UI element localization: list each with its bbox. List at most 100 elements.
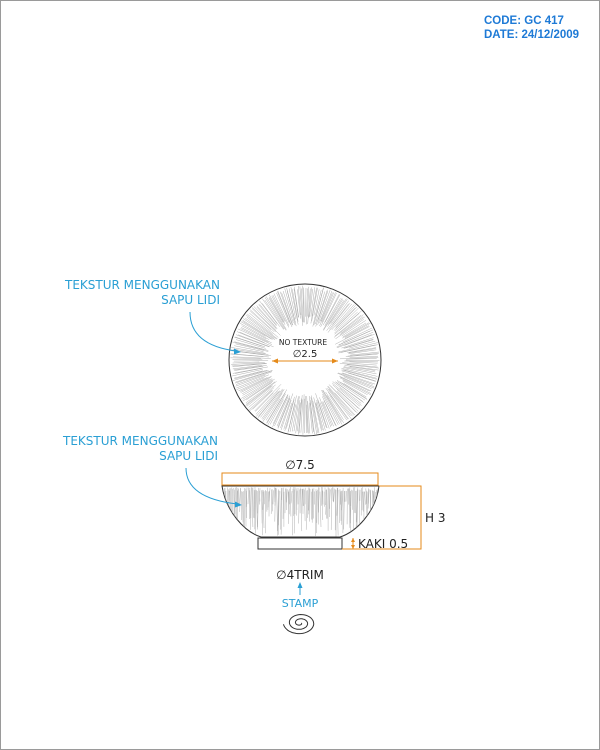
texture-stroke bbox=[256, 490, 258, 530]
texture-stroke bbox=[233, 365, 267, 371]
texture-stroke bbox=[294, 286, 299, 318]
texture-stroke bbox=[274, 487, 276, 506]
texture-stroke bbox=[317, 290, 329, 321]
texture-stroke bbox=[348, 372, 376, 382]
texture-stroke bbox=[305, 395, 307, 434]
texture-stroke bbox=[319, 292, 334, 327]
texture-stroke bbox=[277, 290, 293, 328]
texture-stroke bbox=[234, 341, 269, 351]
texture-stroke bbox=[309, 289, 313, 317]
texture-stroke bbox=[235, 370, 273, 384]
texture-stroke bbox=[315, 291, 325, 325]
texture-stroke bbox=[268, 297, 284, 323]
texture-stroke bbox=[329, 395, 347, 421]
texture-stroke bbox=[333, 306, 358, 331]
texture-stroke bbox=[328, 384, 357, 413]
texture-stroke bbox=[297, 402, 301, 432]
texture-stroke bbox=[347, 353, 379, 357]
texture-stroke bbox=[274, 487, 276, 503]
texture-stroke bbox=[343, 369, 377, 379]
texture-stroke bbox=[323, 298, 343, 330]
texture-stroke bbox=[242, 491, 244, 523]
texture-stroke bbox=[333, 488, 335, 502]
texture-stroke bbox=[316, 489, 318, 523]
texture-stroke bbox=[249, 313, 279, 338]
texture-stroke bbox=[298, 395, 303, 434]
texture-stroke bbox=[344, 334, 375, 346]
texture-stroke bbox=[317, 289, 331, 325]
texture-stroke bbox=[256, 305, 278, 329]
texture-stroke bbox=[259, 303, 278, 326]
texture-stroke bbox=[329, 489, 331, 509]
texture-stroke bbox=[322, 487, 323, 521]
texture-stroke bbox=[315, 289, 328, 327]
texture-stroke bbox=[342, 379, 371, 395]
texture-stroke bbox=[343, 366, 376, 373]
texture-stroke bbox=[356, 487, 358, 532]
texture-stroke bbox=[295, 400, 301, 434]
texture-stroke bbox=[281, 292, 294, 326]
texture-stroke bbox=[309, 399, 315, 435]
texture-stroke bbox=[256, 391, 279, 417]
top-view-texture bbox=[230, 285, 380, 435]
texture-stroke bbox=[341, 370, 376, 382]
texture-stroke bbox=[337, 381, 366, 401]
texture-stroke bbox=[284, 396, 295, 431]
texture-stroke bbox=[297, 289, 301, 319]
texture-stroke bbox=[231, 363, 266, 367]
texture-stroke bbox=[340, 316, 364, 334]
texture-stroke bbox=[315, 393, 327, 428]
texture-stroke bbox=[257, 487, 259, 528]
texture-stroke bbox=[308, 487, 310, 515]
texture-stroke bbox=[248, 387, 275, 410]
texture-stroke bbox=[346, 364, 379, 369]
texture-stroke bbox=[335, 319, 364, 339]
texture-stroke bbox=[332, 487, 334, 503]
texture-stroke bbox=[245, 314, 278, 339]
texture-stroke bbox=[334, 392, 356, 416]
texture-stroke bbox=[245, 385, 272, 406]
texture-stroke bbox=[265, 296, 287, 330]
texture-stroke bbox=[319, 402, 330, 429]
texture-stroke bbox=[267, 394, 286, 425]
texture-stroke bbox=[235, 334, 270, 348]
texture-stroke bbox=[336, 380, 368, 400]
texture-stroke bbox=[254, 384, 282, 412]
texture-stroke bbox=[282, 290, 294, 324]
texture-stroke bbox=[234, 368, 263, 374]
texture-stroke bbox=[268, 487, 271, 502]
texture-stroke bbox=[349, 487, 351, 535]
texture-stroke bbox=[332, 381, 362, 404]
texture-stroke bbox=[280, 487, 282, 530]
texture-stroke bbox=[233, 370, 263, 379]
texture-stroke bbox=[348, 488, 351, 528]
texture-stroke bbox=[276, 292, 290, 323]
texture-stroke bbox=[277, 489, 279, 532]
texture-stroke bbox=[274, 396, 289, 427]
code-label: CODE: GC 417 bbox=[484, 15, 564, 27]
texture-stroke bbox=[326, 395, 344, 424]
texture-stroke bbox=[234, 345, 264, 352]
texture-stroke bbox=[251, 308, 277, 332]
foot-ring bbox=[257, 537, 343, 550]
texture-stroke bbox=[341, 368, 378, 377]
texture-stroke bbox=[327, 303, 353, 333]
texture-stroke bbox=[249, 487, 251, 530]
side-texture-annotation-line1: TEKSTUR MENGGUNAKAN bbox=[62, 434, 218, 448]
texture-stroke bbox=[301, 288, 304, 323]
texture-stroke bbox=[339, 357, 379, 359]
stamp-spiral-icon bbox=[283, 613, 315, 635]
texture-stroke bbox=[242, 378, 275, 400]
texture-stroke bbox=[271, 295, 285, 322]
texture-stroke bbox=[239, 488, 241, 505]
texture-stroke bbox=[269, 294, 285, 323]
texture-stroke bbox=[339, 316, 365, 335]
texture-stroke bbox=[255, 387, 280, 415]
texture-stroke bbox=[253, 306, 277, 330]
texture-stroke bbox=[304, 489, 306, 522]
texture-stroke bbox=[328, 300, 345, 325]
texture-stroke bbox=[247, 313, 274, 335]
texture-stroke bbox=[303, 287, 305, 323]
inner-diameter-label: ∅2.5 bbox=[293, 349, 318, 360]
